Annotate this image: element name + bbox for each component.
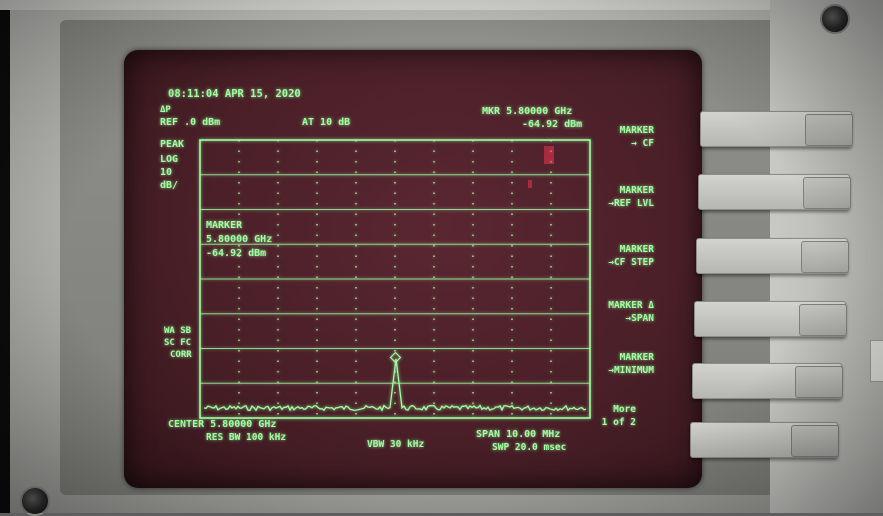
crt-screen: 08:11:04 APR 15, 2020 ΔP REF .0 dBm AT 1… (124, 50, 702, 488)
trace-layer (203, 351, 587, 412)
graticule (199, 139, 591, 419)
marker-box-title: MARKER (206, 220, 243, 231)
softkey-marker-to-minimum-button[interactable] (692, 363, 843, 399)
softkey-label-marker-min-1: MARKER (620, 352, 655, 363)
corr-line-2: SC FC (164, 338, 191, 348)
softkey-cap (803, 177, 851, 209)
marker-box-amp: -64.92 dBm (206, 248, 266, 259)
softkey-label-marker-cf-2: → CF (631, 138, 654, 149)
softkey-label-marker-ref-1: MARKER (620, 185, 655, 196)
ref-level-label: REF .0 dBm (160, 117, 220, 128)
vbw-label: VBW 30 kHz (367, 439, 424, 450)
softkey-label-marker-min-2: →MINIMUM (608, 365, 654, 376)
mode-label: ΔP (160, 105, 171, 115)
scale-type-label: LOG (160, 154, 178, 165)
sweep-label: SWP 20.0 msec (492, 442, 566, 453)
center-freq-label: CENTER 5.80000 GHz (168, 419, 276, 430)
spectrum-trace (203, 358, 587, 412)
datetime-label: 08:11:04 APR 15, 2020 (168, 88, 301, 100)
softkey-label-marker-cf-1: MARKER (620, 125, 655, 136)
softkey-cap (801, 241, 849, 273)
softkey-cap (799, 304, 847, 336)
corr-line-1: WA SB (164, 326, 192, 336)
marker-readout-amp: -64.92 dBm (522, 119, 582, 130)
marker-readout-freq: MKR 5.80000 GHz (482, 106, 572, 117)
softkey-more-button[interactable] (690, 422, 839, 458)
softkey-cap (791, 425, 839, 457)
span-label: SPAN 10.00 MHz (476, 429, 560, 440)
softkey-marker-to-ref-lvl-button[interactable] (698, 174, 851, 210)
softkey-cap (805, 114, 853, 146)
marker-diamond-icon (389, 351, 402, 364)
side-latch (870, 340, 883, 382)
softkey-label-marker-cfstep-2: →CF STEP (608, 257, 654, 268)
softkey-label-marker-ref-2: →REF LVL (608, 198, 654, 209)
softkey-cap (795, 366, 843, 398)
softkey-marker-to-cf-button[interactable] (700, 111, 853, 147)
screen-glare (528, 146, 554, 188)
screw-icon (820, 4, 850, 34)
softkey-label-marker-span-1: MARKER Δ (608, 300, 654, 311)
scale-value-label: 10 (160, 167, 172, 178)
atten-label: AT 10 dB (302, 117, 350, 128)
detector-label: PEAK (160, 139, 184, 150)
crt-display: 08:11:04 APR 15, 2020 ΔP REF .0 dBm AT 1… (160, 88, 655, 453)
scale-unit-label: dB/ (160, 180, 178, 191)
left-edge (0, 0, 10, 513)
marker-box-freq: 5.80000 GHz (206, 234, 272, 245)
softkey-label-more-2: 1 of 2 (602, 417, 636, 428)
res-bw-label: RES BW 100 kHz (206, 432, 286, 443)
softkey-marker-delta-span-button[interactable] (694, 301, 847, 337)
corr-line-3: CORR (170, 350, 192, 360)
softkey-label-marker-cfstep-1: MARKER (620, 244, 655, 255)
softkey-label-more-1: More (613, 404, 636, 415)
softkey-label-marker-span-2: →SPAN (625, 313, 654, 324)
bezel-top-strip (0, 0, 883, 10)
softkey-marker-to-cf-step-button[interactable] (696, 238, 849, 274)
screw-icon (20, 486, 50, 516)
